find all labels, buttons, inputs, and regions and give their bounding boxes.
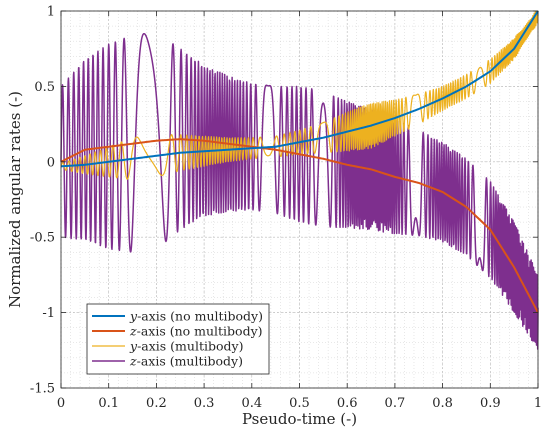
x-tick-labels: 0 0.1 0.2 0.3 0.4 0.5 0.6 0.7 0.8 0.9 1 [57, 396, 542, 411]
y-axis-label: Normalized angular rates (-) [6, 91, 24, 308]
legend-label-y-no-multibody: y-axis (no multibody) [129, 309, 263, 324]
x-tick-label: 0.2 [146, 396, 167, 411]
x-tick-label: 0.9 [480, 396, 501, 411]
series-line-2 [60, 10, 539, 180]
series-line-0 [60, 10, 539, 168]
legend-rest: -axis (no multibody) [137, 324, 263, 339]
y-tick-label: 0 [47, 155, 55, 170]
legend: y-axis (no multibody) z-axis (no multibo… [86, 303, 270, 375]
x-tick-label: 0 [57, 396, 65, 411]
legend-rest: -axis (no multibody) [137, 309, 263, 324]
x-tick-label: 0.6 [337, 396, 358, 411]
legend-rest: -axis (multibody) [137, 339, 243, 354]
x-tick-label: 1 [534, 396, 542, 411]
x-tick-label: 0.1 [98, 396, 119, 411]
legend-rest: -axis (multibody) [137, 354, 243, 369]
y-tick-labels: -1.5 -1 -0.5 0 0.5 1 [30, 5, 55, 397]
x-tick-label: 0.4 [241, 396, 262, 411]
series-layer [60, 10, 539, 350]
tick-marks [60, 10, 539, 389]
series-line-3 [60, 32, 539, 350]
x-tick-label: 0.3 [194, 396, 215, 411]
legend-letter: z [129, 324, 137, 339]
legend-label-z-no-multibody: z-axis (no multibody) [129, 324, 263, 339]
legend-letter: y [129, 309, 138, 324]
legend-letter: y [129, 339, 138, 354]
x-tick-label: 0.8 [432, 396, 453, 411]
x-axis-label: Pseudo-time (-) [242, 410, 357, 428]
legend-label-y-multibody: y-axis (multibody) [129, 339, 243, 354]
legend-label-z-multibody: z-axis (multibody) [129, 354, 243, 369]
series-line-1 [60, 138, 539, 314]
y-tick-label: -1 [42, 306, 55, 321]
legend-letter: z [129, 354, 137, 369]
x-tick-label: 0.5 [289, 396, 310, 411]
y-tick-label: -1.5 [30, 382, 55, 397]
y-tick-label: 0.5 [34, 80, 55, 95]
y-tick-label: 1 [47, 5, 55, 20]
y-tick-label: -0.5 [30, 231, 55, 246]
x-tick-label: 0.7 [385, 396, 406, 411]
